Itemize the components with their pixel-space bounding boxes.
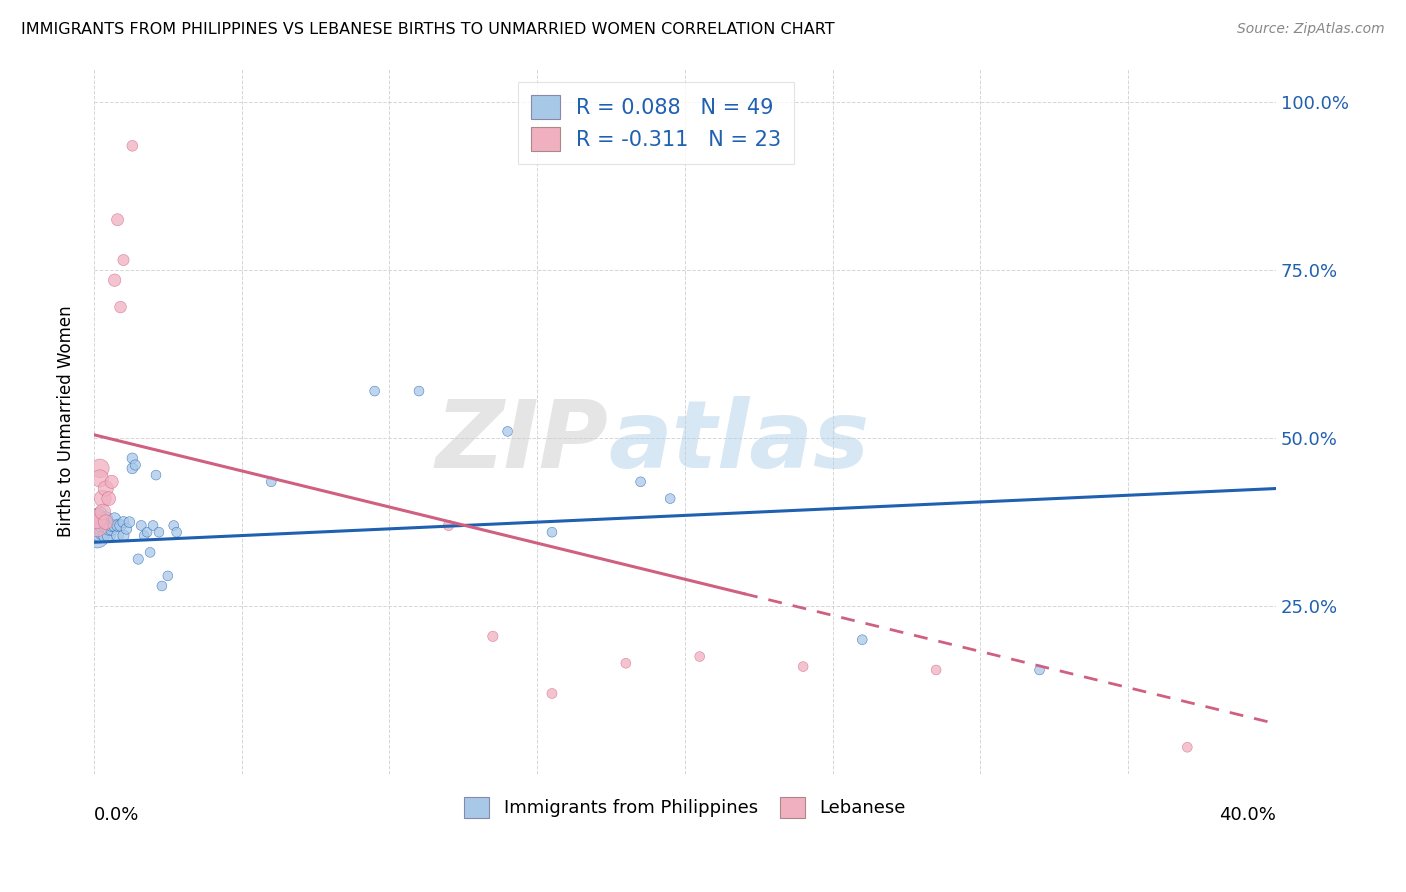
Point: [104, 518, 127, 533]
Point: [437, 518, 460, 533]
Point: [121, 451, 143, 466]
Point: [94, 518, 117, 533]
Text: ZIP: ZIP: [436, 396, 609, 489]
Point: [91, 505, 114, 519]
Point: [91, 491, 114, 506]
Point: [127, 552, 149, 566]
Point: [142, 518, 165, 533]
Point: [482, 629, 505, 643]
Point: [89, 508, 111, 523]
Point: [659, 491, 682, 506]
Point: [163, 518, 186, 533]
Point: [86, 512, 108, 526]
Point: [110, 518, 132, 533]
Point: [115, 522, 138, 536]
Point: [91, 525, 114, 540]
Point: [94, 515, 117, 529]
Point: [91, 518, 114, 533]
Point: [121, 138, 143, 153]
Point: [541, 525, 564, 540]
Point: [94, 528, 117, 542]
Point: [89, 471, 111, 485]
Point: [614, 657, 637, 671]
Point: [408, 384, 430, 398]
Point: [100, 518, 122, 533]
Point: [86, 528, 108, 542]
Point: [94, 512, 117, 526]
Point: [110, 300, 132, 314]
Legend: Immigrants from Philippines, Lebanese: Immigrants from Philippines, Lebanese: [457, 789, 912, 825]
Point: [107, 528, 129, 542]
Point: [97, 491, 120, 506]
Point: [792, 659, 814, 673]
Point: [166, 525, 188, 540]
Point: [112, 253, 135, 268]
Point: [260, 475, 283, 489]
Point: [107, 518, 129, 533]
Point: [139, 545, 162, 559]
Point: [97, 528, 120, 542]
Point: [145, 468, 167, 483]
Point: [689, 649, 711, 664]
Point: [363, 384, 385, 398]
Point: [104, 273, 127, 287]
Point: [100, 475, 122, 489]
Point: [134, 528, 156, 542]
Point: [148, 525, 170, 540]
Point: [100, 522, 122, 536]
Y-axis label: Births to Unmarried Women: Births to Unmarried Women: [58, 306, 75, 537]
Point: [156, 569, 179, 583]
Point: [150, 579, 173, 593]
Point: [124, 458, 146, 472]
Point: [107, 212, 129, 227]
Text: IMMIGRANTS FROM PHILIPPINES VS LEBANESE BIRTHS TO UNMARRIED WOMEN CORRELATION CH: IMMIGRANTS FROM PHILIPPINES VS LEBANESE …: [21, 22, 835, 37]
Point: [1028, 663, 1050, 677]
Point: [89, 461, 111, 475]
Text: Source: ZipAtlas.com: Source: ZipAtlas.com: [1237, 22, 1385, 37]
Point: [112, 528, 135, 542]
Point: [104, 512, 127, 526]
Text: 0.0%: 0.0%: [94, 806, 139, 824]
Point: [925, 663, 948, 677]
Point: [86, 512, 108, 526]
Text: atlas: atlas: [609, 396, 869, 489]
Point: [89, 518, 111, 533]
Point: [129, 518, 152, 533]
Point: [1175, 740, 1198, 755]
Point: [121, 461, 143, 475]
Point: [86, 518, 108, 533]
Point: [97, 518, 120, 533]
Point: [97, 522, 120, 536]
Point: [541, 686, 564, 700]
Point: [118, 515, 141, 529]
Point: [851, 632, 873, 647]
Point: [112, 515, 135, 529]
Text: 40.0%: 40.0%: [1219, 806, 1277, 824]
Point: [94, 482, 117, 496]
Point: [630, 475, 652, 489]
Point: [136, 525, 159, 540]
Point: [86, 518, 108, 533]
Point: [496, 425, 519, 439]
Point: [89, 525, 111, 540]
